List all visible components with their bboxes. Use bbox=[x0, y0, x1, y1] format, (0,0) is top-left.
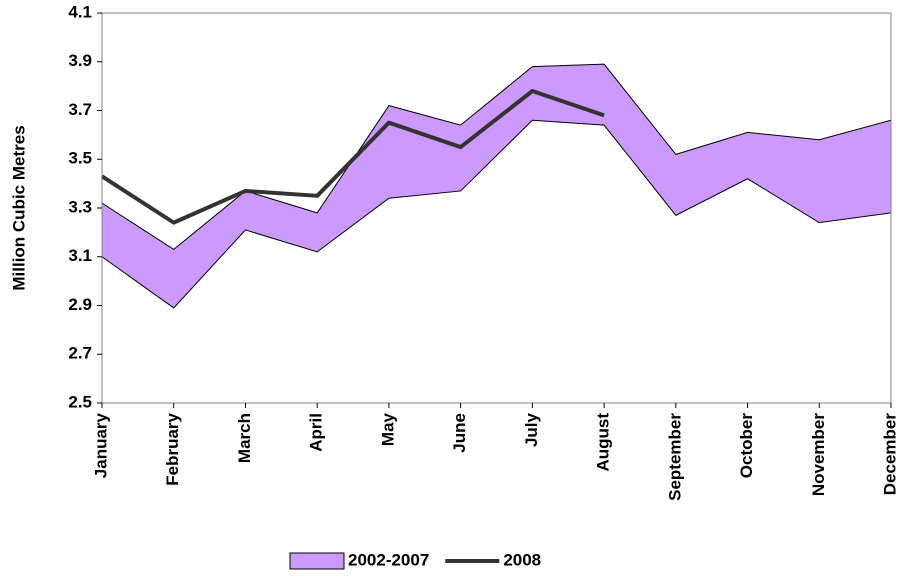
x-tick-label: February bbox=[163, 412, 182, 485]
y-tick-label: 2.9 bbox=[68, 295, 92, 314]
range-area bbox=[101, 63, 892, 309]
x-tick-label: October bbox=[737, 413, 756, 479]
plot-frame bbox=[101, 12, 892, 404]
y-tick-label: 3.1 bbox=[68, 246, 92, 265]
legend-label: 2008 bbox=[503, 550, 541, 569]
y-tick-label: 3.7 bbox=[68, 100, 92, 119]
y-tick-label: 3.9 bbox=[68, 51, 92, 70]
x-tick-label: September bbox=[665, 413, 684, 501]
x-tick-label: May bbox=[378, 412, 397, 446]
x-tick-label: December bbox=[880, 413, 899, 496]
x-tick-label: August bbox=[594, 413, 613, 472]
y-axis-label: Million Cubic Metres bbox=[9, 125, 28, 290]
x-tick-label: April bbox=[307, 413, 326, 452]
y-tick-label: 2.5 bbox=[68, 392, 92, 411]
legend-label: 2002-2007 bbox=[348, 550, 429, 569]
y-tick-label: 2.7 bbox=[68, 344, 92, 363]
x-tick-label: June bbox=[450, 413, 469, 453]
y-tick-label: 3.3 bbox=[68, 197, 92, 216]
x-tick-label: November bbox=[809, 413, 828, 497]
y-tick-label: 3.5 bbox=[68, 149, 92, 168]
line bbox=[100, 89, 605, 225]
legend-swatch bbox=[289, 552, 345, 570]
y-tick-label: 4.1 bbox=[68, 2, 92, 21]
x-tick-label: July bbox=[522, 412, 541, 447]
x-tick-label: March bbox=[235, 413, 254, 463]
x-tick-label: January bbox=[91, 412, 110, 478]
